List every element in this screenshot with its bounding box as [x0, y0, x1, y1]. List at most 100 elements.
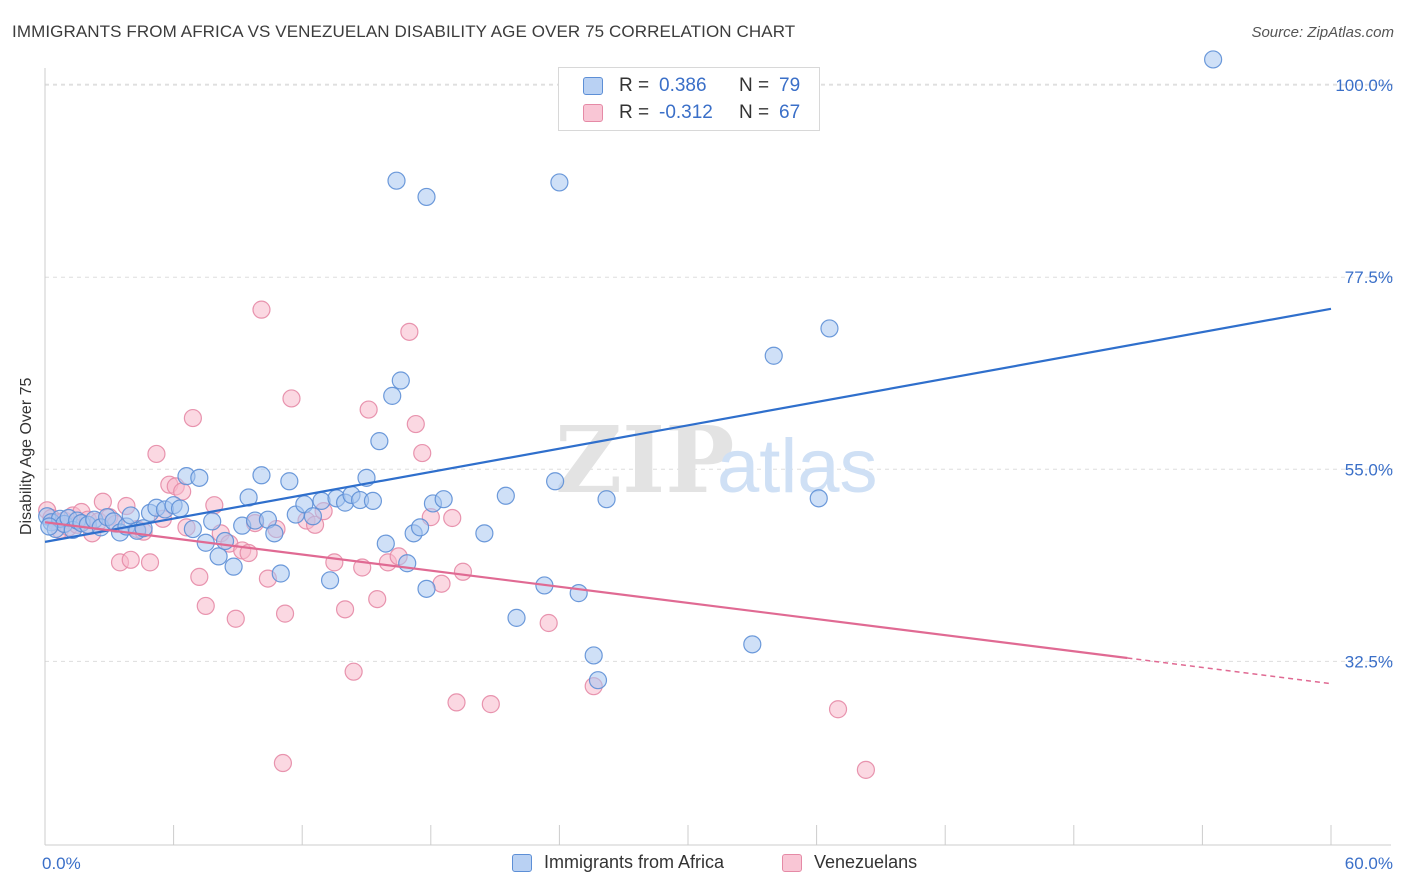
r-label: R =: [619, 102, 650, 123]
grid-layer: [45, 83, 1396, 662]
venezuelans-point: [539, 613, 558, 633]
venezuelans-point: [344, 662, 363, 681]
trend-layer: [44, 307, 1332, 685]
series-legend: Immigrants from Africa Venezuelans: [0, 852, 1406, 878]
venezuelans-point: [413, 443, 432, 463]
n-value-africa: 79: [779, 75, 801, 96]
africa-point: [370, 432, 389, 451]
venezuelans-point: [325, 553, 344, 572]
r-label: R =: [619, 75, 650, 96]
axis-layer: [44, 68, 1391, 846]
legend-swatch-africa: [583, 77, 603, 95]
venezuelans-point: [453, 562, 473, 581]
africa-point: [170, 499, 190, 518]
venezuelans-point: [196, 596, 215, 616]
africa-point: [190, 468, 209, 487]
n-label: N =: [739, 102, 770, 123]
africa-point: [434, 490, 453, 509]
venezuelans-point: [400, 322, 419, 341]
n-value-venezuelans: 67: [779, 102, 801, 123]
africa-point: [215, 531, 235, 551]
source-label: Source: ZipAtlas.com: [1251, 24, 1394, 41]
legend-row-venezuelans: R = -0.312 N = 67: [583, 100, 800, 126]
venezuelans-point: [335, 600, 355, 619]
africa-point: [363, 491, 383, 510]
venezuelans-point: [406, 414, 425, 434]
tick-labels: 32.5% 55.0% 77.5% 100.0% 0.0% 60.0%: [42, 76, 1393, 873]
legend-item-africa: Immigrants from Africa: [512, 852, 724, 873]
africa-point: [569, 584, 588, 603]
africa-point: [546, 472, 565, 491]
venezuelans-point: [190, 567, 209, 586]
africa-point: [743, 635, 762, 654]
africa-point: [496, 486, 515, 505]
venezuelans-point: [481, 695, 500, 714]
venezuelans-point: [856, 760, 875, 779]
y-tick-label: 32.5%: [1345, 652, 1393, 671]
africa-point: [820, 319, 839, 338]
legend-row-africa: R = 0.386 N = 79: [583, 73, 800, 99]
legend-swatch-africa: [512, 853, 532, 872]
africa-point: [303, 507, 323, 526]
venezuelans-point: [226, 609, 245, 628]
africa-trend-line: [44, 307, 1332, 543]
correlation-legend: R = 0.386 N = 79 R = -0.312 N = 67: [558, 67, 820, 131]
r-value-venezuelans: -0.312: [659, 102, 713, 123]
legend-label-africa: Immigrants from Africa: [544, 852, 725, 872]
venezuelans-point: [121, 550, 140, 569]
africa-point: [550, 173, 569, 192]
africa-point: [588, 671, 608, 690]
y-axis-label: Disability Age Over 75: [18, 377, 35, 535]
venezuelans-points: [38, 300, 875, 779]
africa-point: [265, 524, 284, 543]
africa-point: [584, 646, 603, 665]
africa-point: [809, 489, 828, 508]
venezuelans-point: [447, 693, 466, 712]
venezuelans-point: [273, 753, 293, 773]
legend-label-venezuelans: Venezuelans: [814, 852, 918, 872]
venezuelans-point: [368, 589, 387, 609]
africa-point: [252, 466, 271, 485]
legend-item-venezuelans: Venezuelans: [782, 852, 917, 873]
legend-swatch-venezuelans: [782, 853, 802, 872]
africa-point: [280, 472, 299, 491]
africa-point: [1204, 50, 1223, 69]
africa-point: [209, 547, 228, 566]
chart-title: IMMIGRANTS FROM AFRICA VS VENEZUELAN DIS…: [12, 22, 796, 41]
africa-point: [410, 518, 430, 537]
venezuelans-trend-line: [44, 521, 1128, 660]
africa-point: [224, 557, 243, 576]
africa-points: [38, 50, 1223, 690]
venezuelans-point: [252, 300, 271, 319]
africa-point: [271, 564, 290, 583]
africa-point: [597, 490, 616, 509]
venezuelans-point: [183, 408, 202, 428]
africa-point: [40, 517, 59, 536]
x-tick-label-left: 0.0%: [42, 854, 81, 873]
africa-point: [203, 512, 222, 531]
africa-point: [475, 524, 494, 543]
africa-point: [376, 534, 395, 553]
venezuelans-trend-extension: [1127, 657, 1332, 685]
africa-point: [391, 371, 410, 390]
r-value-africa: 0.386: [659, 75, 707, 96]
y-tick-label: 55.0%: [1345, 460, 1393, 479]
africa-point: [387, 171, 406, 190]
y-tick-label: 100.0%: [1335, 76, 1393, 95]
africa-point: [764, 346, 783, 365]
watermark-zip: ZIP: [555, 406, 734, 514]
venezuelans-point: [828, 700, 848, 719]
africa-point: [417, 579, 436, 598]
y-tick-label: 77.5%: [1345, 268, 1393, 287]
africa-point: [183, 519, 202, 539]
x-tick-label-right: 60.0%: [1345, 854, 1393, 873]
n-label: N =: [739, 75, 770, 96]
africa-point: [121, 506, 140, 525]
africa-point: [320, 571, 340, 590]
legend-swatch-venezuelans: [583, 104, 603, 122]
venezuelans-point: [147, 444, 166, 464]
africa-point: [312, 491, 331, 510]
africa-point: [383, 386, 402, 405]
